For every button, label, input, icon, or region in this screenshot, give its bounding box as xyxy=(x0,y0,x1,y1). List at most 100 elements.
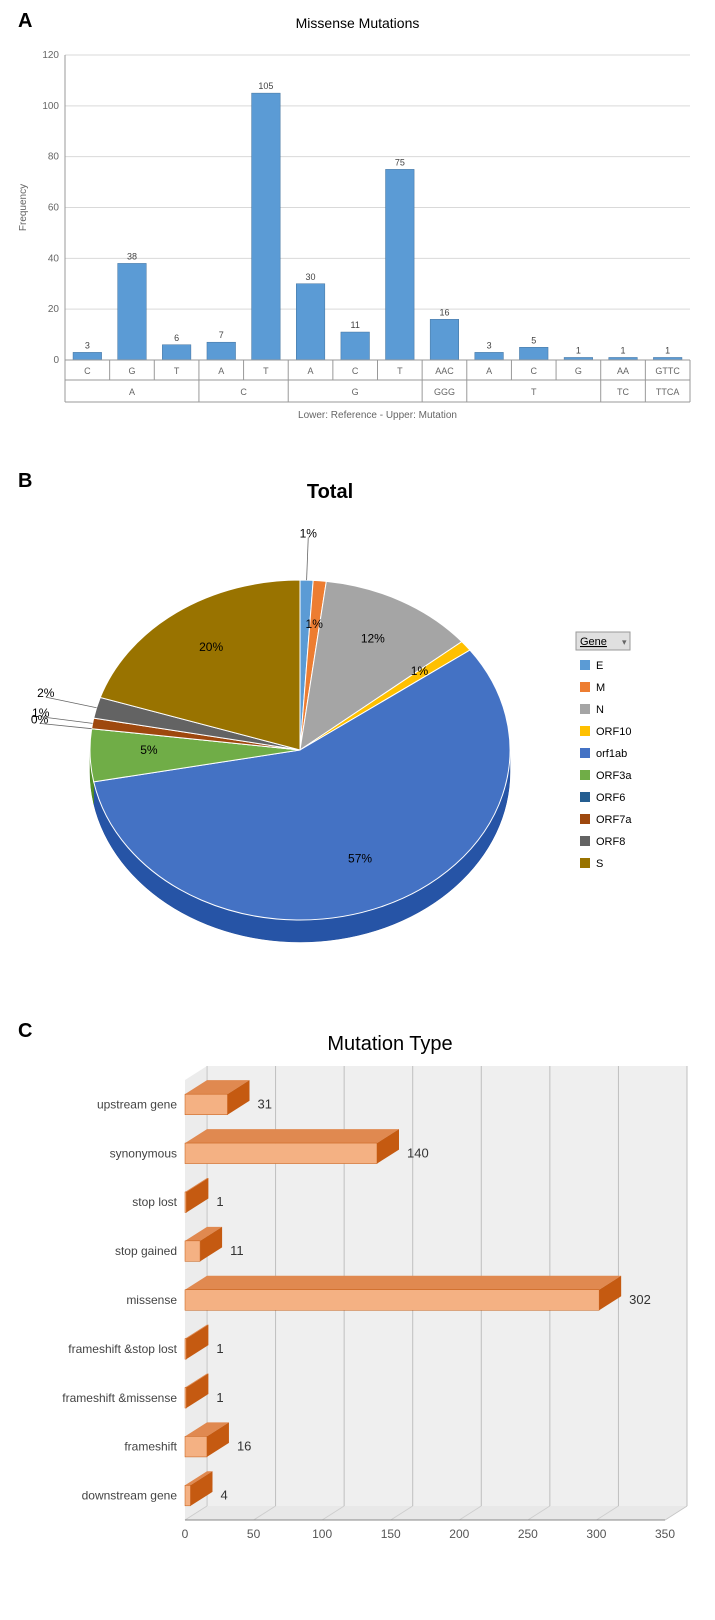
svg-text:C: C xyxy=(531,366,538,376)
svg-text:AAC: AAC xyxy=(435,366,454,376)
svg-text:▾: ▾ xyxy=(622,637,627,647)
svg-text:302: 302 xyxy=(629,1292,651,1307)
svg-text:31: 31 xyxy=(258,1096,272,1111)
svg-text:3: 3 xyxy=(85,340,90,350)
svg-text:5: 5 xyxy=(531,335,536,345)
svg-text:200: 200 xyxy=(449,1527,469,1541)
svg-text:C: C xyxy=(240,387,247,397)
svg-text:1: 1 xyxy=(621,345,626,355)
svg-text:ORF6: ORF6 xyxy=(596,792,625,804)
svg-text:Mutation Type: Mutation Type xyxy=(327,1033,452,1055)
svg-text:1%: 1% xyxy=(300,527,318,541)
panel-b-label: B xyxy=(18,470,32,493)
svg-text:100: 100 xyxy=(42,101,59,112)
svg-text:TC: TC xyxy=(617,387,629,397)
svg-text:57%: 57% xyxy=(348,851,372,865)
svg-text:60: 60 xyxy=(48,203,60,214)
svg-text:downstream gene: downstream gene xyxy=(82,1489,178,1503)
svg-text:250: 250 xyxy=(518,1527,538,1541)
svg-text:GGG: GGG xyxy=(434,387,455,397)
svg-text:5%: 5% xyxy=(140,743,158,757)
svg-text:ORF10: ORF10 xyxy=(596,726,631,738)
panel-a: A Missense Mutations0204060801001203C38G… xyxy=(10,10,705,440)
svg-text:frameshift &stop lost: frameshift &stop lost xyxy=(68,1342,177,1356)
svg-text:synonymous: synonymous xyxy=(110,1146,177,1160)
svg-text:2%: 2% xyxy=(37,686,55,700)
svg-text:105: 105 xyxy=(258,81,273,91)
svg-text:11: 11 xyxy=(351,320,360,330)
svg-text:120: 120 xyxy=(42,50,59,61)
svg-text:3: 3 xyxy=(487,340,492,350)
svg-text:upstream gene: upstream gene xyxy=(97,1097,177,1111)
svg-text:stop lost: stop lost xyxy=(132,1195,177,1209)
svg-text:A: A xyxy=(129,387,135,397)
svg-text:G: G xyxy=(575,366,582,376)
svg-text:G: G xyxy=(352,387,359,397)
svg-text:Missense Mutations: Missense Mutations xyxy=(296,15,420,31)
svg-text:75: 75 xyxy=(395,157,405,167)
svg-text:N: N xyxy=(596,704,604,716)
svg-text:stop gained: stop gained xyxy=(115,1244,177,1258)
svg-text:T: T xyxy=(397,366,403,376)
svg-text:4: 4 xyxy=(220,1488,227,1503)
svg-text:20: 20 xyxy=(48,304,60,315)
svg-text:100: 100 xyxy=(312,1527,332,1541)
svg-text:ORF8: ORF8 xyxy=(596,836,625,848)
svg-text:38: 38 xyxy=(127,251,137,261)
svg-text:T: T xyxy=(263,366,269,376)
svg-text:1: 1 xyxy=(216,1390,223,1405)
svg-text:TTCA: TTCA xyxy=(656,387,680,397)
svg-text:1: 1 xyxy=(216,1341,223,1356)
svg-text:S: S xyxy=(596,858,603,870)
total-pie-chart: Total1%1%12%1%57%5%0%1%2%20%Gene▾EMNORF1… xyxy=(10,470,705,990)
panel-c: C Mutation Type 0 50 100 150 200 250 300 350 31 up… xyxy=(10,1020,705,1580)
svg-text:1%: 1% xyxy=(411,664,429,678)
svg-text:A: A xyxy=(218,366,224,376)
svg-text:T: T xyxy=(174,366,180,376)
svg-text:1%: 1% xyxy=(306,617,324,631)
svg-text:frameshift: frameshift xyxy=(124,1440,177,1454)
svg-text:1: 1 xyxy=(576,345,581,355)
missense-bar-chart: Missense Mutations0204060801001203C38G6T… xyxy=(10,10,705,440)
svg-text:Frequency: Frequency xyxy=(18,184,29,231)
svg-text:350: 350 xyxy=(655,1527,675,1541)
svg-text:16: 16 xyxy=(237,1439,251,1454)
svg-text:E: E xyxy=(596,660,603,672)
mutation-type-bar-chart: Mutation Type 0 50 100 150 200 250 300 350 31 upst… xyxy=(10,1020,705,1580)
svg-text:ORF3a: ORF3a xyxy=(596,770,632,782)
svg-text:C: C xyxy=(352,366,359,376)
svg-text:80: 80 xyxy=(48,152,60,163)
svg-text:GTTC: GTTC xyxy=(655,366,680,376)
svg-text:Lower: Reference - Upper: Muta: Lower: Reference - Upper: Mutation xyxy=(298,410,457,421)
svg-text:ORF7a: ORF7a xyxy=(596,814,632,826)
svg-text:M: M xyxy=(596,682,605,694)
svg-text:Gene: Gene xyxy=(580,636,607,648)
svg-text:A: A xyxy=(308,366,314,376)
panel-a-label: A xyxy=(18,10,32,33)
svg-text:20%: 20% xyxy=(199,640,223,654)
svg-text:0: 0 xyxy=(182,1527,189,1541)
svg-text:frameshift &missense: frameshift &missense xyxy=(62,1391,177,1405)
svg-text:40: 40 xyxy=(48,253,60,264)
svg-text:G: G xyxy=(128,366,135,376)
svg-text:150: 150 xyxy=(381,1527,401,1541)
svg-text:7: 7 xyxy=(219,330,224,340)
svg-text:1: 1 xyxy=(665,345,670,355)
svg-text:AA: AA xyxy=(617,366,629,376)
svg-text:140: 140 xyxy=(407,1145,429,1160)
svg-text:missense: missense xyxy=(126,1293,177,1307)
svg-text:30: 30 xyxy=(306,272,316,282)
svg-text:11: 11 xyxy=(230,1243,244,1258)
svg-text:12%: 12% xyxy=(361,632,385,646)
svg-text:A: A xyxy=(486,366,492,376)
svg-text:16: 16 xyxy=(439,307,449,317)
svg-text:50: 50 xyxy=(247,1527,261,1541)
svg-text:300: 300 xyxy=(586,1527,606,1541)
svg-text:Total: Total xyxy=(307,481,353,503)
svg-text:1%: 1% xyxy=(32,706,50,720)
svg-text:C: C xyxy=(84,366,91,376)
svg-text:orf1ab: orf1ab xyxy=(596,748,627,760)
panel-c-label: C xyxy=(18,1020,32,1043)
svg-text:T: T xyxy=(531,387,537,397)
panel-b: B Total1%1%12%1%57%5%0%1%2%20%Gene▾EMNOR… xyxy=(10,470,705,990)
